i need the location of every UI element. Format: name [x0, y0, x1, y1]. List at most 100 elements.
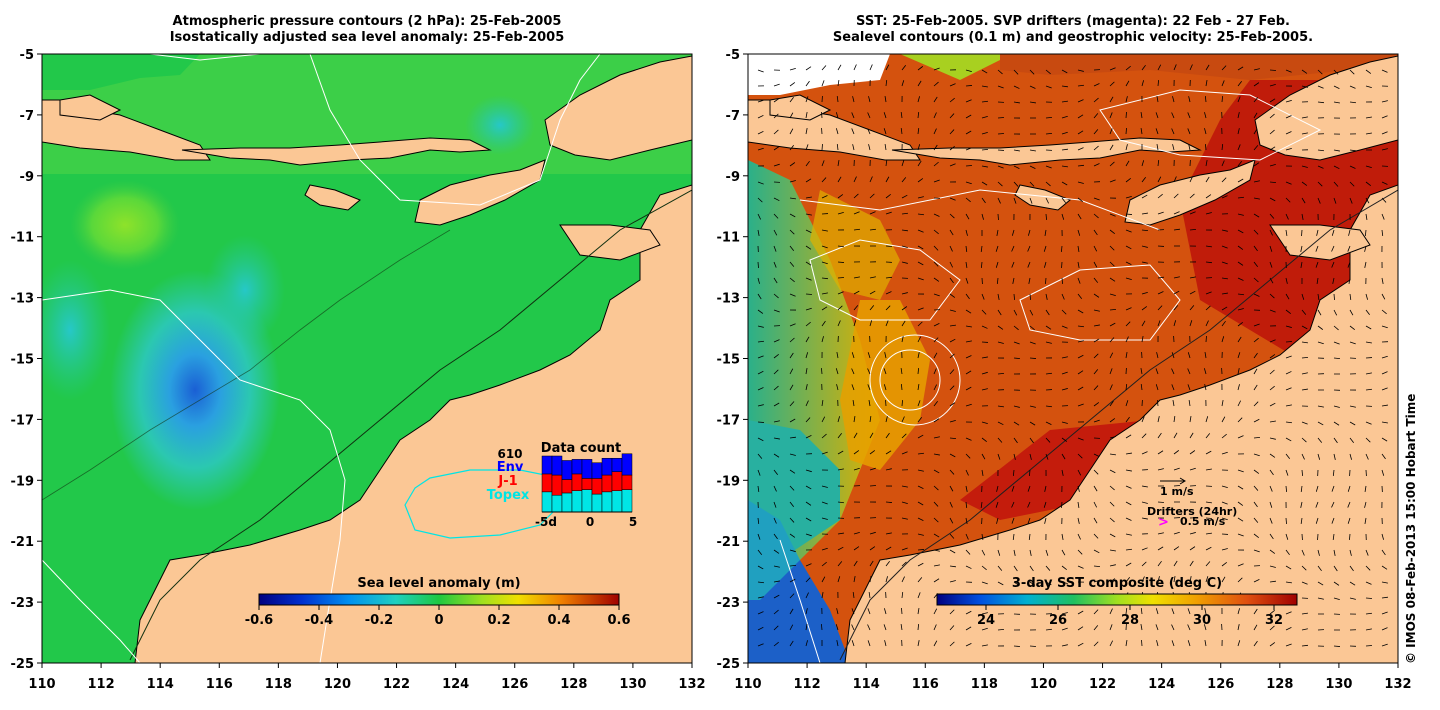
velocity-arrow [1381, 549, 1386, 556]
velocity-arrow [949, 625, 955, 631]
velocity-arrow [1061, 549, 1066, 556]
velocity-arrow [1285, 341, 1293, 343]
velocity-arrow [981, 549, 986, 556]
velocity-arrow [773, 385, 779, 391]
velocity-arrow [885, 450, 892, 455]
velocity-arrow [1173, 290, 1180, 295]
velocity-arrow [949, 261, 954, 268]
velocity-arrow [1205, 261, 1213, 264]
velocity-arrow [933, 564, 940, 567]
velocity-arrow [773, 609, 779, 615]
velocity-arrow [1365, 421, 1372, 425]
velocity-arrow [757, 611, 764, 615]
velocity-arrow [1157, 276, 1164, 279]
velocity-arrow [1301, 565, 1307, 571]
velocity-arrow [949, 385, 955, 391]
velocity-arrow [869, 276, 876, 279]
velocity-arrow [773, 420, 780, 423]
velocity-arrow [1013, 101, 1020, 104]
velocity-arrow [981, 197, 986, 204]
velocity-arrow [1141, 336, 1144, 343]
velocity-arrow [789, 608, 794, 615]
velocity-arrow [757, 596, 764, 599]
velocity-arrow [1155, 608, 1159, 615]
velocity-arrow [1381, 181, 1388, 185]
velocity-arrow [1205, 245, 1212, 248]
velocity-arrow [901, 292, 908, 295]
velocity-arrow [965, 386, 972, 391]
lon-tick-label: 132 [678, 677, 705, 692]
velocity-arrow [1317, 405, 1324, 408]
velocity-arrow [1157, 576, 1160, 583]
velocity-arrow [1237, 517, 1244, 522]
left-panel-title: Atmospheric pressure contours (2 hPa): 2… [42, 14, 692, 46]
colorbar-tick: 0 [434, 613, 443, 628]
velocity-arrow [1125, 127, 1127, 135]
velocity-arrow [1285, 404, 1292, 407]
velocity-arrow [965, 213, 970, 220]
velocity-arrow [996, 485, 999, 492]
velocity-arrow [1077, 261, 1080, 268]
velocity-arrow [867, 384, 871, 391]
lat-tick-label: -21 [717, 535, 741, 550]
velocity-arrow [821, 320, 826, 327]
velocity-arrow [949, 163, 956, 167]
velocity-arrow [757, 181, 764, 185]
velocity-arrow [1269, 565, 1276, 568]
velocity-arrow [1077, 626, 1084, 631]
velocity-arrow [901, 212, 909, 215]
velocity-arrow [1317, 69, 1323, 75]
velocity-arrow [1157, 399, 1159, 407]
data-count-bar-j1 [601, 474, 613, 493]
velocity-arrow [933, 453, 940, 456]
data-count-bar-topex [601, 491, 613, 513]
velocity-arrow [1269, 181, 1277, 184]
velocity-arrow [1285, 565, 1292, 570]
velocity-arrow [1093, 469, 1099, 475]
velocity-arrow [1269, 369, 1275, 375]
velocity-arrow [757, 213, 761, 220]
velocity-arrow [885, 211, 892, 215]
velocity-arrow [1301, 197, 1306, 204]
velocity-arrow [1349, 325, 1355, 331]
velocity-arrow [995, 261, 999, 268]
velocity-arrow [1141, 639, 1143, 647]
velocity-arrow [1109, 293, 1116, 297]
velocity-arrow [997, 628, 1005, 631]
velocity-arrow [1061, 421, 1068, 424]
velocity-arrow [1364, 245, 1367, 252]
velocity-arrow [1125, 196, 1132, 199]
velocity-arrow [885, 160, 888, 167]
velocity-arrow [1285, 325, 1292, 328]
velocity-arrow [1172, 144, 1175, 151]
velocity-arrow [805, 577, 811, 583]
velocity-arrow [1237, 435, 1244, 439]
velocity-arrow [1189, 290, 1196, 295]
velocity-arrow [835, 128, 839, 135]
velocity-arrow [789, 277, 795, 283]
velocity-arrow [1237, 178, 1244, 183]
velocity-arrow [1141, 501, 1148, 504]
velocity-arrow [1109, 384, 1113, 391]
velocity-arrow [1349, 581, 1356, 586]
velocity-arrow [869, 211, 876, 215]
velocity-arrow [917, 96, 920, 103]
velocity-arrow [1109, 322, 1116, 327]
lon-tick-label: 116 [912, 677, 939, 692]
velocity-arrow [1349, 533, 1351, 541]
velocity-arrow [869, 228, 877, 231]
velocity-arrow [1315, 501, 1319, 508]
velocity-arrow [1061, 165, 1068, 168]
velocity-arrow [1043, 501, 1047, 508]
velocity-arrow [933, 384, 937, 391]
velocity-arrow [965, 197, 971, 203]
velocity-arrow [837, 320, 841, 327]
velocity-arrow [1381, 131, 1388, 135]
velocity-arrow [1331, 501, 1335, 508]
right-title-line1: SST: 25-Feb-2005. SVP drifters (magenta)… [856, 14, 1290, 29]
velocity-arrow [1125, 352, 1128, 359]
velocity-arrow [1013, 197, 1017, 204]
velocity-arrow [933, 624, 937, 631]
velocity-arrow [757, 229, 760, 236]
velocity-arrow [1237, 368, 1240, 375]
